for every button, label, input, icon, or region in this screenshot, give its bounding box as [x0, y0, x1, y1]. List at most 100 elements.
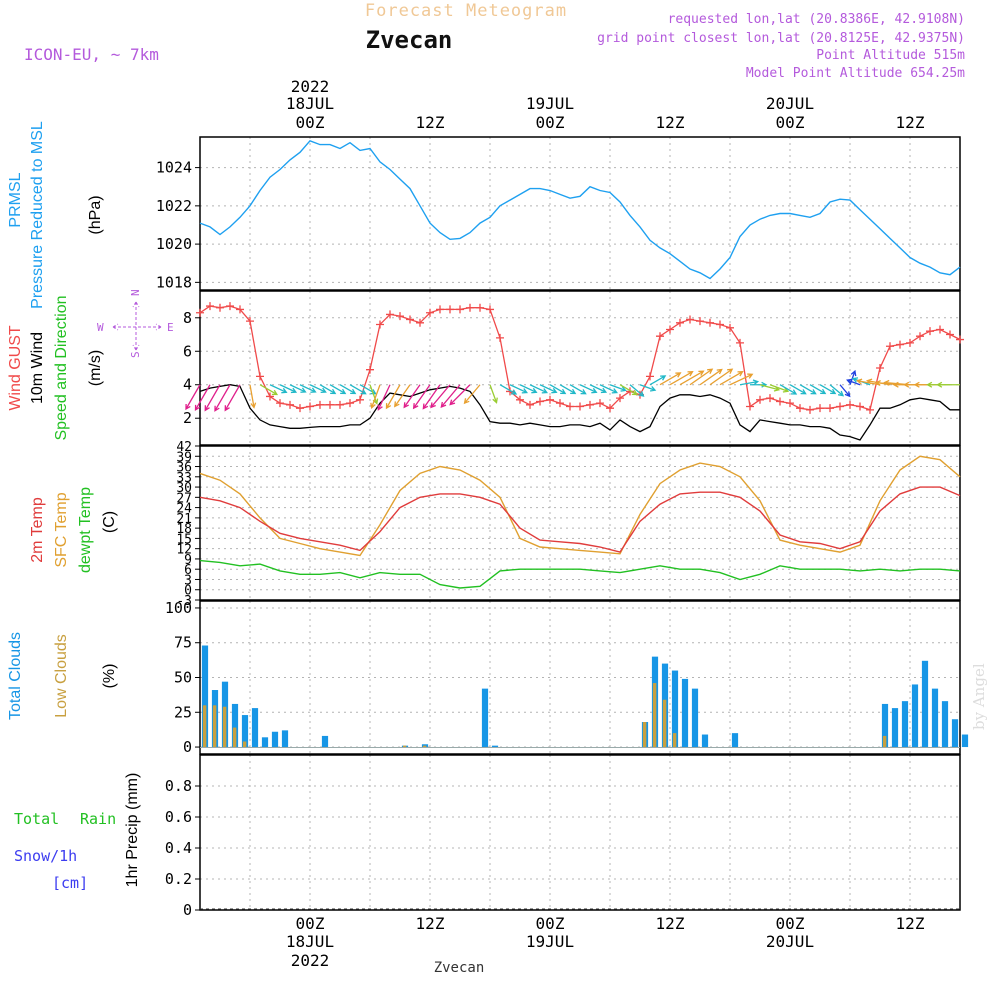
- y-tick-label: 36: [176, 461, 192, 476]
- wind-arrow: [449, 384, 471, 406]
- requested-coords: requested lon,lat (20.8386E, 42.9108N): [668, 12, 965, 27]
- clouds-unit: (%): [101, 664, 118, 689]
- gust-marker: [546, 395, 554, 404]
- y-tick-label: 12: [176, 543, 192, 558]
- wind-arrow: [509, 384, 528, 394]
- gust-marker: [286, 400, 294, 409]
- total-cloud-bar: [911, 684, 919, 748]
- gust-marker: [206, 302, 214, 311]
- footer-location: Zvecan: [434, 960, 485, 976]
- panel-pressure: 1018 1020 1022 1024 PRMSL Pressure Reduced to…: [7, 121, 961, 309]
- prmsl-label: PRMSL: [7, 172, 24, 227]
- chart-panels: 1018 1020 1022 1024 PRMSL Pressure Reduced to…: [7, 121, 969, 919]
- gust-marker: [606, 404, 614, 413]
- total-cloud-bar: [881, 703, 889, 748]
- gust-marker: [306, 402, 314, 411]
- gust-marker: [716, 320, 724, 329]
- wind-arrow: [750, 381, 768, 388]
- panel-clouds: 0 25 50 75 100 Total Clouds Low Clouds (%): [7, 599, 969, 756]
- gust-marker: [956, 335, 964, 344]
- low-cloud-bar: [662, 699, 667, 748]
- y-tick-label: 6: [183, 342, 192, 360]
- gust-marker: [936, 325, 944, 334]
- wind-arrow: [377, 384, 391, 411]
- wind-arrow: [849, 369, 857, 385]
- credit-watermark: by Angel: [970, 663, 988, 730]
- top-hour-label: 00Z: [296, 113, 325, 132]
- total-cloud-bar: [931, 688, 939, 748]
- bottom-date-label: 18JUL: [286, 932, 334, 951]
- gust-marker: [616, 394, 624, 403]
- wind10m-label: 10m Wind: [29, 332, 46, 404]
- wind-arrow: [194, 384, 211, 412]
- product-title: Forecast Meteogram: [365, 1, 567, 21]
- wind-arrow: [559, 384, 577, 395]
- top-date-label: 18JUL: [286, 94, 334, 113]
- gust-marker: [726, 323, 734, 332]
- gust-label: Wind GUST: [7, 325, 24, 411]
- y-tick-label: 0.8: [165, 777, 192, 795]
- total-cloud-bar: [731, 733, 739, 748]
- wind-arrow: [669, 371, 694, 386]
- precip-unit: 1hr Precip (mm): [124, 773, 141, 888]
- wind-dir-label: Speed and Direction: [53, 296, 70, 441]
- gust-marker: [396, 312, 404, 321]
- gust-marker: [896, 340, 904, 349]
- wind-arrow: [412, 384, 431, 410]
- gust-marker: [336, 400, 344, 409]
- snow-label: Snow/1h: [14, 847, 77, 865]
- gust-marker: [776, 397, 784, 406]
- gust-marker: [296, 404, 304, 413]
- y-tick-label: 50: [174, 669, 192, 687]
- total-cloud-bar: [941, 701, 949, 748]
- low-cloud-bar: [222, 706, 227, 748]
- gust-marker: [566, 402, 574, 411]
- wind-arrow: [329, 384, 347, 395]
- rain-label: Rain: [80, 810, 116, 828]
- gust-marker: [246, 317, 254, 326]
- total-cloud-bar: [281, 730, 289, 748]
- gust-marker: [556, 399, 564, 408]
- model-name: ICON-EU, ~ 7km: [24, 45, 159, 64]
- t2m-label: 2m Temp: [29, 497, 46, 563]
- gust-marker: [786, 399, 794, 408]
- gust-marker: [756, 395, 764, 404]
- gust-marker: [326, 400, 334, 409]
- gust-marker: [266, 392, 274, 401]
- total-cloud-bar: [921, 660, 929, 748]
- wind-arrow: [839, 384, 851, 398]
- y-tick-label: 0: [183, 901, 192, 919]
- gust-marker: [866, 405, 874, 414]
- bottom-hour-label: 00Z: [536, 914, 565, 933]
- bottom-date-label: 20JUL: [766, 932, 814, 951]
- top-hour-label: 00Z: [536, 113, 565, 132]
- gust-marker: [696, 317, 704, 326]
- gust-marker: [576, 402, 584, 411]
- y-tick-label: 100: [165, 599, 192, 617]
- gust-marker: [916, 332, 924, 341]
- bottom-hour-label: 00Z: [776, 914, 805, 933]
- wind-arrow: [856, 378, 881, 386]
- wind-arrow: [463, 384, 481, 405]
- wind-arrow: [649, 375, 667, 386]
- gust-marker: [816, 404, 824, 413]
- total-cloud-bar: [481, 688, 489, 748]
- wind-arrow: [489, 384, 498, 404]
- wind-arrow: [579, 384, 598, 394]
- y-tick-label: 25: [174, 703, 192, 721]
- wind-arrow: [349, 384, 367, 395]
- bottom-hour-label: 12Z: [416, 914, 445, 933]
- dewpt-line: [199, 559, 961, 589]
- wind-arrow: [846, 378, 861, 386]
- wind-arrow: [629, 384, 645, 397]
- wind-arrow: [309, 384, 327, 393]
- gust-marker: [386, 310, 394, 319]
- gust-marker: [656, 332, 664, 341]
- total-cloud-bar: [961, 734, 969, 748]
- y-tick-label: 42: [176, 440, 192, 455]
- gust-marker: [416, 318, 424, 327]
- top-hour-label: 12Z: [656, 113, 685, 132]
- wind-arrow: [689, 368, 714, 386]
- y-tick-label: 6: [184, 563, 192, 578]
